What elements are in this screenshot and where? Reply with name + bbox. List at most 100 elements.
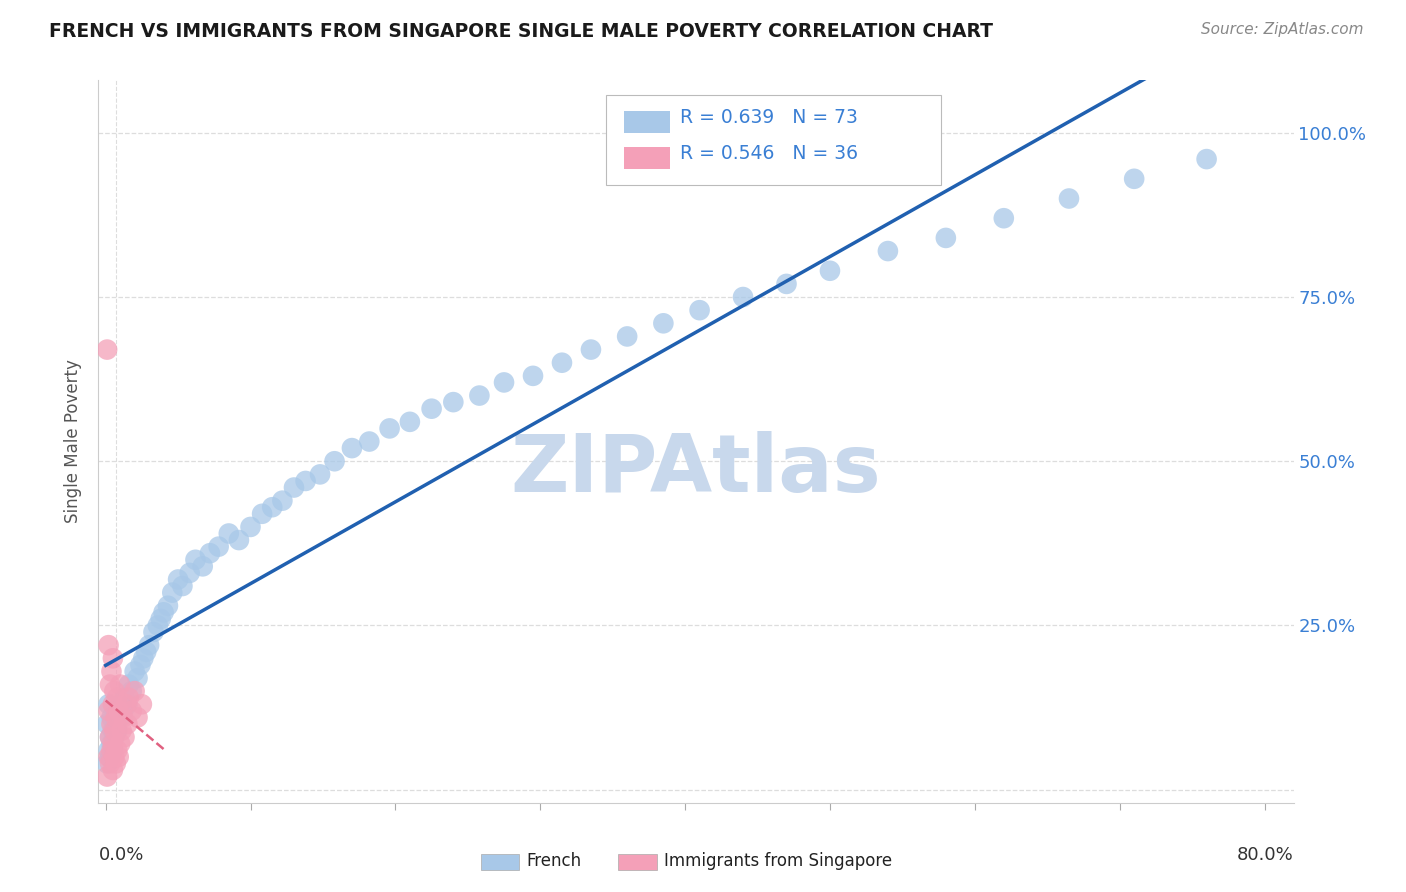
Point [250, 507, 273, 521]
Point [616, 329, 638, 343]
Point [731, 290, 754, 304]
Point [283, 481, 305, 495]
Point [107, 749, 129, 764]
Point [1057, 192, 1080, 206]
Point [156, 599, 179, 613]
Point [138, 638, 160, 652]
Point [118, 690, 141, 705]
Point [993, 211, 1015, 226]
Point [97, 704, 120, 718]
Point [492, 376, 515, 390]
Point [877, 244, 900, 258]
Point [262, 500, 284, 515]
Point [551, 356, 574, 370]
Point [132, 651, 155, 665]
Point [323, 454, 346, 468]
Point [98, 730, 121, 744]
Point [101, 737, 124, 751]
Bar [624, 112, 669, 133]
Point [579, 343, 602, 357]
Point [103, 684, 125, 698]
Point [129, 657, 152, 672]
Point [118, 677, 141, 691]
Text: Source: ZipAtlas.com: Source: ZipAtlas.com [1201, 22, 1364, 37]
Point [104, 756, 127, 771]
Point [100, 710, 122, 724]
Point [208, 540, 231, 554]
Point [108, 677, 131, 691]
Point [105, 743, 128, 757]
Point [359, 434, 381, 449]
Bar [619, 855, 657, 870]
Point [172, 579, 194, 593]
Point [105, 723, 128, 738]
Point [121, 704, 143, 718]
Text: 0.0%: 0.0% [98, 847, 143, 864]
Point [101, 723, 124, 738]
Point [131, 698, 153, 712]
Point [179, 566, 201, 580]
Point [110, 698, 132, 712]
Bar [624, 147, 669, 169]
Point [96, 770, 118, 784]
Point [1195, 152, 1218, 166]
Point [522, 368, 544, 383]
Point [105, 690, 128, 705]
Point [146, 618, 169, 632]
Point [149, 612, 172, 626]
Point [100, 665, 122, 679]
Point [100, 737, 122, 751]
Point [818, 264, 841, 278]
Point [108, 710, 131, 724]
Point [1123, 171, 1146, 186]
Point [340, 441, 363, 455]
Point [103, 723, 125, 738]
Point [114, 730, 136, 744]
Point [124, 665, 146, 679]
Point [97, 698, 120, 712]
Point [101, 698, 124, 712]
Point [121, 684, 143, 698]
Text: French: French [526, 853, 582, 871]
Point [468, 388, 491, 402]
Point [162, 585, 184, 599]
Point [100, 717, 122, 731]
FancyBboxPatch shape [606, 95, 941, 185]
Point [103, 730, 125, 744]
Point [97, 638, 120, 652]
Point [101, 743, 124, 757]
Point [107, 704, 129, 718]
Point [103, 749, 125, 764]
Point [96, 756, 118, 771]
Point [191, 559, 214, 574]
Point [97, 743, 120, 757]
Point [98, 730, 121, 744]
Point [271, 493, 294, 508]
Point [127, 710, 149, 724]
Point [100, 743, 122, 757]
Point [115, 698, 138, 712]
Point [198, 546, 221, 560]
Point [135, 645, 157, 659]
Point [124, 684, 146, 698]
Point [399, 415, 422, 429]
Point [420, 401, 443, 416]
Point [107, 704, 129, 718]
Point [127, 671, 149, 685]
Point [114, 690, 136, 705]
Point [104, 717, 127, 731]
Point [96, 343, 118, 357]
Point [378, 421, 401, 435]
Point [98, 749, 121, 764]
Text: Immigrants from Singapore: Immigrants from Singapore [664, 853, 891, 871]
Text: 80.0%: 80.0% [1237, 847, 1294, 864]
Point [108, 737, 131, 751]
Point [167, 573, 190, 587]
Point [112, 704, 135, 718]
Point [652, 316, 675, 330]
Point [98, 756, 121, 771]
Point [218, 526, 240, 541]
Point [935, 231, 957, 245]
Point [294, 474, 316, 488]
Point [689, 303, 711, 318]
